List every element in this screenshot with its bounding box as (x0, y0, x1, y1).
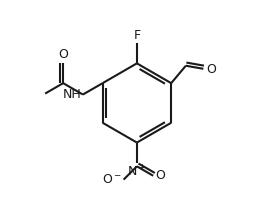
Text: F: F (133, 29, 140, 42)
Text: O: O (155, 169, 165, 182)
Text: NH: NH (63, 88, 82, 101)
Text: O: O (58, 48, 68, 61)
Text: O$^-$: O$^-$ (102, 173, 122, 186)
Text: O: O (206, 63, 216, 76)
Text: N$^+$: N$^+$ (127, 165, 147, 180)
